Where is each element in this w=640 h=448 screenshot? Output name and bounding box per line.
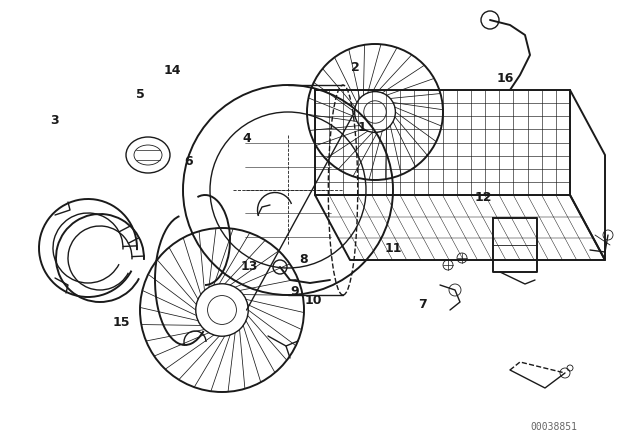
- Text: 5: 5: [136, 87, 145, 101]
- Text: 10: 10: [305, 293, 323, 307]
- Text: 2: 2: [351, 60, 360, 74]
- Text: 9: 9: [290, 284, 299, 298]
- Text: 11: 11: [385, 242, 403, 255]
- Text: 6: 6: [184, 155, 193, 168]
- Text: 14: 14: [164, 64, 182, 78]
- Text: 4: 4: [242, 132, 251, 146]
- Text: 13: 13: [241, 260, 259, 273]
- Text: 15: 15: [113, 316, 131, 329]
- Text: 00038851: 00038851: [530, 422, 577, 432]
- Text: 8: 8: [300, 253, 308, 267]
- Text: 3: 3: [50, 114, 59, 128]
- Text: 16: 16: [497, 72, 515, 85]
- Text: 12: 12: [474, 190, 492, 204]
- Text: 7: 7: [418, 298, 427, 311]
- Text: 1: 1: [357, 121, 366, 134]
